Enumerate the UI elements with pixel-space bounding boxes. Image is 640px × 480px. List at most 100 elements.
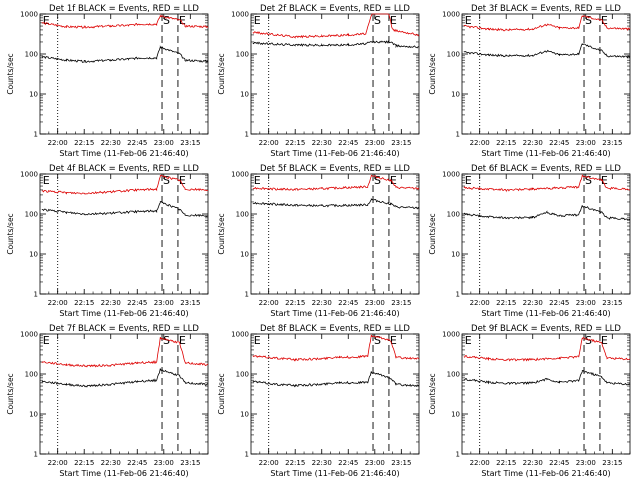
x-tick-label: 22:30 [312, 139, 332, 147]
y-tick-label: 100 [25, 211, 38, 219]
events-series-line [252, 198, 420, 210]
plot-frame [250, 173, 420, 295]
x-tick-label: 22:30 [312, 299, 332, 307]
x-tick-label: 22:30 [101, 459, 121, 467]
x-tick-label: 22:30 [523, 299, 543, 307]
y-tick-label: 10 [240, 411, 249, 419]
y-tick-label: 100 [236, 371, 249, 379]
detector-panel: Det 4f BLACK = Events, RED = LLD Counts/s… [6, 164, 209, 318]
x-tick-label: 22:30 [101, 139, 121, 147]
event-marker-label: E [390, 174, 397, 187]
event-marker-label: E [254, 14, 261, 27]
event-marker-label: S [374, 334, 381, 347]
chart-title: Det 2f BLACK = Events, RED = LLD [260, 4, 410, 14]
y-tick-label: 1000 [231, 171, 249, 179]
x-tick-label: 22:45 [338, 139, 358, 147]
y-axis-label: Counts/sec [428, 213, 437, 254]
event-marker-label: S [163, 334, 170, 347]
event-marker-label: E [601, 14, 608, 27]
x-tick-label: 22:15 [74, 139, 94, 147]
event-marker-label: E [43, 174, 50, 187]
lld-series-line [252, 334, 420, 362]
events-series-line [463, 43, 631, 59]
y-tick-label: 1 [245, 291, 249, 299]
event-marker-label: E [179, 174, 186, 187]
y-tick-label: 100 [236, 211, 249, 219]
x-tick-label: 23:00 [154, 299, 174, 307]
event-marker-label: E [465, 174, 472, 187]
x-axis-label: Start Time (11-Feb-06 21:46:40) [59, 309, 188, 318]
x-tick-label: 23:15 [602, 139, 622, 147]
y-axis-label: Counts/sec [217, 373, 226, 414]
x-tick-label: 22:15 [285, 139, 305, 147]
y-axis-label: Counts/sec [6, 373, 15, 414]
y-tick-label: 10 [29, 251, 38, 259]
y-axis-label: Counts/sec [6, 213, 15, 254]
chart-title: Det 6f BLACK = Events, RED = LLD [471, 164, 621, 174]
x-tick-label: 22:15 [285, 459, 305, 467]
y-tick-label: 1 [456, 291, 460, 299]
lld-series-line [252, 13, 420, 39]
x-tick-label: 22:45 [338, 459, 358, 467]
x-axis-label: Start Time (11-Feb-06 21:46:40) [270, 469, 399, 478]
event-marker-label: E [179, 14, 186, 27]
y-tick-label: 1 [34, 451, 38, 459]
chart-title: Det 9f BLACK = Events, RED = LLD [471, 324, 621, 334]
x-tick-label: 22:00 [48, 139, 68, 147]
x-tick-label: 22:30 [101, 299, 121, 307]
plot-frame [39, 13, 209, 135]
x-axis-label: Start Time (11-Feb-06 21:46:40) [481, 469, 610, 478]
y-tick-label: 1000 [442, 171, 460, 179]
y-tick-label: 1000 [20, 11, 38, 19]
y-tick-label: 10 [240, 91, 249, 99]
lld-series-line [41, 14, 209, 29]
x-tick-label: 22:00 [48, 299, 68, 307]
x-tick-label: 22:45 [338, 299, 358, 307]
detector-panel: Det 3f BLACK = Events, RED = LLD Counts/s… [428, 4, 631, 158]
x-tick-label: 23:00 [576, 459, 596, 467]
detector-panel: Det 5f BLACK = Events, RED = LLD Counts/s… [217, 164, 420, 318]
x-tick-label: 22:45 [549, 139, 569, 147]
x-tick-label: 22:00 [259, 139, 279, 147]
event-marker-label: S [374, 14, 381, 27]
x-tick-label: 23:00 [365, 459, 385, 467]
y-tick-label: 1 [456, 451, 460, 459]
event-marker-label: E [390, 14, 397, 27]
plot-frame [250, 333, 420, 455]
y-axis-label: Counts/sec [6, 53, 15, 94]
x-tick-label: 22:15 [74, 299, 94, 307]
x-tick-label: 22:00 [470, 139, 490, 147]
x-axis-label: Start Time (11-Feb-06 21:46:40) [59, 469, 188, 478]
x-tick-label: 22:30 [312, 459, 332, 467]
x-tick-label: 22:15 [285, 299, 305, 307]
plot-frame [461, 173, 631, 295]
y-tick-label: 100 [236, 51, 249, 59]
y-tick-label: 1 [245, 131, 249, 139]
lld-series-line [41, 336, 209, 368]
x-tick-label: 22:15 [496, 299, 516, 307]
chart-title: Det 4f BLACK = Events, RED = LLD [49, 164, 199, 174]
x-tick-label: 23:00 [154, 459, 174, 467]
detector-panel: Det 6f BLACK = Events, RED = LLD Counts/s… [428, 164, 631, 318]
event-marker-label: E [465, 14, 472, 27]
events-series-line [41, 45, 209, 64]
x-tick-label: 22:45 [549, 459, 569, 467]
event-marker-label: S [163, 174, 170, 187]
x-axis-label: Start Time (11-Feb-06 21:46:40) [270, 149, 399, 158]
x-tick-label: 22:00 [470, 459, 490, 467]
y-tick-label: 10 [451, 91, 460, 99]
event-marker-label: E [43, 334, 50, 347]
event-marker-label: E [390, 334, 397, 347]
y-tick-label: 100 [447, 371, 460, 379]
events-series-line [252, 40, 420, 49]
chart-title: Det 5f BLACK = Events, RED = LLD [260, 164, 410, 174]
chart-title: Det 7f BLACK = Events, RED = LLD [49, 324, 199, 334]
detector-panel: Det 9f BLACK = Events, RED = LLD Counts/s… [428, 324, 631, 478]
y-tick-label: 10 [240, 251, 249, 259]
x-tick-label: 22:00 [470, 299, 490, 307]
y-tick-label: 10 [451, 411, 460, 419]
event-marker-label: S [585, 14, 592, 27]
plot-frame [39, 173, 209, 295]
y-tick-label: 10 [29, 91, 38, 99]
lld-series-line [41, 174, 209, 195]
